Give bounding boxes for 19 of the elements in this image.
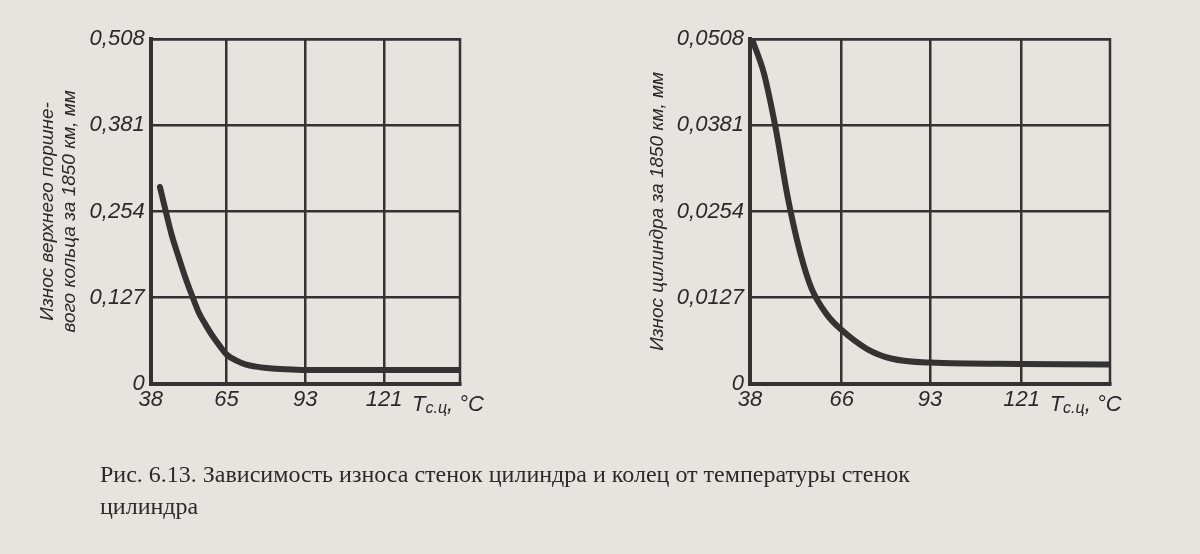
x-tick-label: 93 <box>293 385 319 411</box>
y-tick-label: 0,127 <box>89 283 146 309</box>
y-tick-label: 0,381 <box>89 111 145 137</box>
text: Рис. 6.13. Зависимость износа стенок цилиндра и колец от температуры стенок цилиндра <box>100 460 911 521</box>
y-axis-title: Износ верхнего поршне- вого кольца за 1850 км, мм <box>35 90 80 333</box>
y-axis-title: Износ цилиндра за 1850 км, мм <box>645 71 667 351</box>
y-tick-label: 0,508 <box>89 25 146 51</box>
x-tick-label: 65 <box>214 385 240 411</box>
x-axis-title: Tс.ц, °C <box>1049 390 1122 417</box>
x-axis-title: Tс.ц, °C <box>412 390 485 417</box>
y-tick-label: 0,0254 <box>676 197 745 223</box>
x-tick-label: 121 <box>365 385 403 411</box>
y-tick-label: 0,0381 <box>676 111 745 137</box>
x-tick-label: 93 <box>917 385 944 411</box>
y-tick-label: 0,254 <box>89 197 145 223</box>
y-tick-label: 0,0508 <box>676 25 745 51</box>
x-tick-label: 121 <box>1003 385 1041 411</box>
y-tick-label: 0,0127 <box>676 283 745 309</box>
x-tick-label: 66 <box>829 385 855 411</box>
